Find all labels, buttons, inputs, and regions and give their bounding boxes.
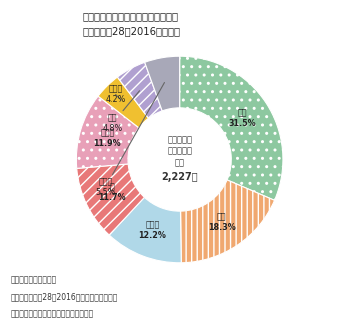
Text: 資料：農林水産省調べ: 資料：農林水産省調べ <box>10 276 57 285</box>
Wedge shape <box>76 96 139 168</box>
Text: 計画の認定: 計画の認定 <box>167 147 192 156</box>
Wedge shape <box>145 56 180 111</box>
Text: ２）その他は、麦類、茶、そば等: ２）その他は、麦類、茶、そば等 <box>10 309 94 318</box>
Text: 米
11.7%: 米 11.7% <box>98 183 126 203</box>
Text: 図表1-7-2: 図表1-7-2 <box>14 20 57 30</box>
Text: 件数: 件数 <box>175 158 185 167</box>
Text: 注：１）平成28（2016）年度末時点の数値: 注：１）平成28（2016）年度末時点の数値 <box>10 293 118 301</box>
Text: 林産物
4.2%: 林産物 4.2% <box>105 85 126 104</box>
Text: 総合化事業計画の対象農林水産物の
割合（平成28（2016）年度）: 総合化事業計画の対象農林水産物の 割合（平成28（2016）年度） <box>83 11 181 36</box>
Wedge shape <box>77 164 145 235</box>
Text: 豆類
4.8%: 豆類 4.8% <box>103 91 140 133</box>
Text: 2,227件: 2,227件 <box>161 172 198 182</box>
Wedge shape <box>98 77 148 128</box>
Wedge shape <box>109 197 181 263</box>
Text: 野菜
31.5%: 野菜 31.5% <box>229 108 257 128</box>
Text: 水産物
5.5%: 水産物 5.5% <box>95 83 164 197</box>
Wedge shape <box>117 62 162 118</box>
Wedge shape <box>181 180 274 263</box>
Text: 果樹
18.3%: 果樹 18.3% <box>208 212 236 232</box>
Text: 総合化事業: 総合化事業 <box>167 135 192 145</box>
Text: その他
11.9%: その他 11.9% <box>93 128 121 148</box>
Text: 畜産物
12.2%: 畜産物 12.2% <box>139 220 167 240</box>
Wedge shape <box>180 56 283 200</box>
